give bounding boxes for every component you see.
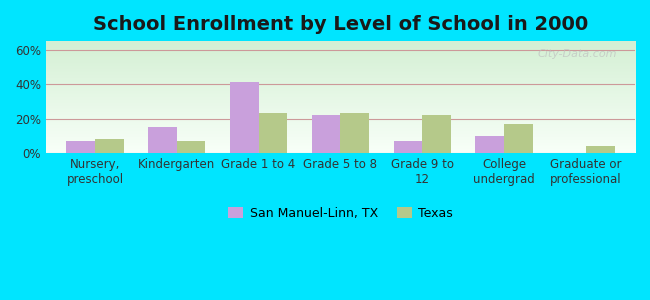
Bar (341, 113, 369, 153)
Bar (66, 141, 95, 153)
Bar (394, 141, 422, 153)
Bar (475, 136, 504, 153)
Title: School Enrollment by Level of School in 2000: School Enrollment by Level of School in … (93, 15, 588, 34)
Bar (95, 139, 124, 153)
Bar (148, 127, 177, 153)
Text: City-Data.com: City-Data.com (538, 49, 618, 59)
Bar (312, 115, 341, 153)
Legend: San Manuel-Linn, TX, Texas: San Manuel-Linn, TX, Texas (224, 202, 458, 225)
Bar (422, 115, 451, 153)
Bar (504, 124, 533, 153)
Bar (586, 146, 614, 153)
Bar (177, 141, 205, 153)
Bar (259, 113, 287, 153)
Bar (230, 82, 259, 153)
